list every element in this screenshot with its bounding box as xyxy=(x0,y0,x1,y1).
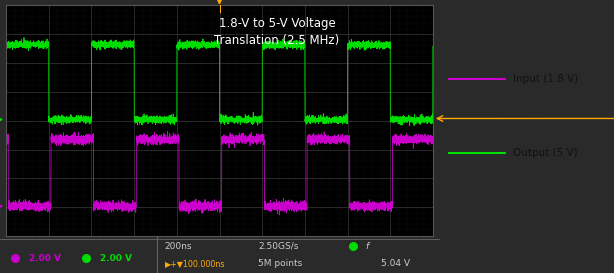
Text: 2.50GS/s: 2.50GS/s xyxy=(258,242,298,251)
Text: 5M points: 5M points xyxy=(258,259,302,268)
Text: 2.00 V: 2.00 V xyxy=(100,254,132,263)
Text: Input (1.8 V): Input (1.8 V) xyxy=(513,74,578,84)
Text: Output (5 V): Output (5 V) xyxy=(513,148,577,158)
Text: 1.8-V to 5-V Voltage
Translation (2.5 MHz): 1.8-V to 5-V Voltage Translation (2.5 MH… xyxy=(214,17,340,47)
Text: 200ns: 200ns xyxy=(165,242,192,251)
Text: ▶+▼100.000ns: ▶+▼100.000ns xyxy=(165,259,225,268)
Text: 5.04 V: 5.04 V xyxy=(381,259,410,268)
Text: 2.00 V: 2.00 V xyxy=(29,254,61,263)
Text: f: f xyxy=(365,242,368,251)
